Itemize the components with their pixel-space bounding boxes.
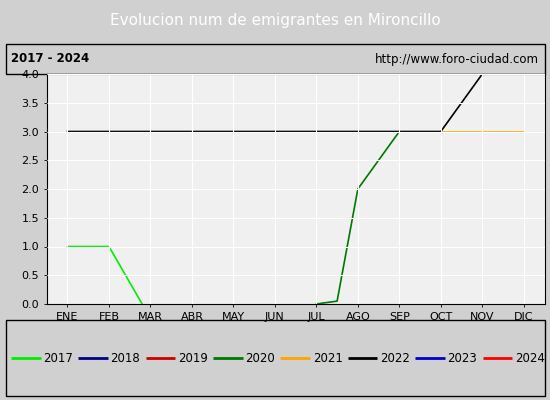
Text: 2018: 2018 xyxy=(111,352,140,364)
Text: http://www.foro-ciudad.com: http://www.foro-ciudad.com xyxy=(375,52,539,66)
Text: Evolucion num de emigrantes en Mironcillo: Evolucion num de emigrantes en Mironcill… xyxy=(109,14,441,28)
Text: 2017 - 2024: 2017 - 2024 xyxy=(11,52,89,66)
Text: 2024: 2024 xyxy=(515,352,544,364)
Text: 2020: 2020 xyxy=(245,352,275,364)
Text: 2021: 2021 xyxy=(313,352,343,364)
Text: 2017: 2017 xyxy=(43,352,73,364)
Text: 2023: 2023 xyxy=(448,352,477,364)
Text: 2022: 2022 xyxy=(380,352,410,364)
Text: 2019: 2019 xyxy=(178,352,208,364)
